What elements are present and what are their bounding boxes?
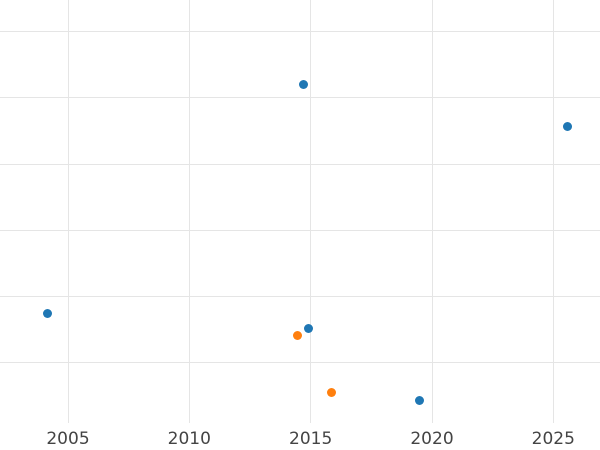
scatter-point-blue-series[interactable]	[415, 396, 424, 405]
horizontal-gridline	[0, 163, 600, 165]
vertical-gridline	[188, 0, 190, 423]
scatter-point-blue-series[interactable]	[298, 80, 308, 89]
plot-area[interactable]	[0, 0, 600, 423]
vertical-gridline	[552, 0, 554, 423]
horizontal-gridline	[0, 362, 600, 363]
vertical-gridline	[67, 0, 69, 423]
x-tick-label: 2025	[531, 429, 575, 449]
horizontal-gridline	[0, 295, 600, 297]
x-tick-label: 2010	[167, 429, 211, 449]
scatter-point-orange-series[interactable]	[293, 330, 302, 340]
horizontal-gridline	[0, 31, 600, 33]
vertical-gridline	[310, 0, 312, 423]
scatter-point-blue-series[interactable]	[562, 122, 572, 131]
scatter-point-blue-series[interactable]	[43, 309, 52, 318]
vertical-gridline	[431, 0, 433, 423]
scatter-point-blue-series[interactable]	[304, 324, 313, 333]
x-tick-label: 2015	[289, 429, 333, 449]
x-tick-label: 2020	[410, 429, 454, 449]
horizontal-gridline	[0, 229, 600, 231]
horizontal-gridline	[0, 97, 600, 99]
scatter-point-orange-series[interactable]	[327, 387, 336, 397]
x-tick-label: 2005	[46, 429, 90, 449]
